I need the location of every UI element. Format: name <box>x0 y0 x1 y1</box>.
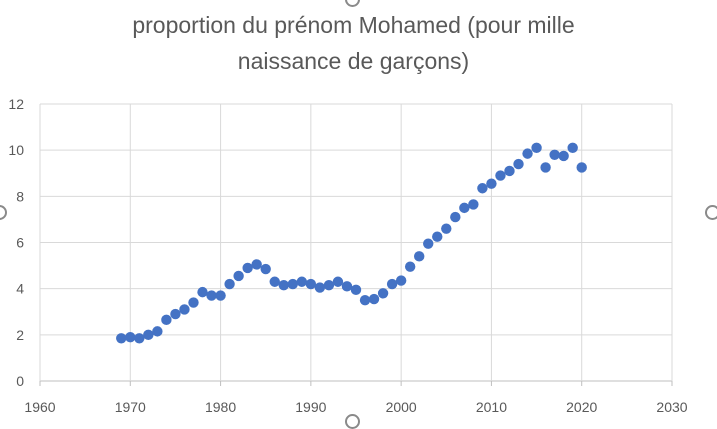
x-tick-label-2010: 2010 <box>476 399 507 415</box>
data-point-2009 <box>477 183 488 194</box>
data-point-1975 <box>170 308 181 320</box>
x-tick-label-2020: 2020 <box>566 399 597 415</box>
data-point-1995 <box>350 284 362 296</box>
data-point-1978 <box>197 286 208 298</box>
data-point-1983 <box>242 262 253 274</box>
y-tick-label-10: 10 <box>8 142 24 158</box>
data-point-1984 <box>251 259 262 270</box>
y-tick-label-12: 12 <box>8 96 24 112</box>
data-point-2013 <box>513 158 524 170</box>
data-point-1996 <box>359 295 371 306</box>
resize-handle-right[interactable] <box>705 205 717 220</box>
data-point-1993 <box>332 276 344 287</box>
chart-title-line-1: proportion du prénom Mohamed (pour mille <box>132 12 575 38</box>
data-point-1972 <box>143 329 154 341</box>
data-point-1982 <box>233 270 244 282</box>
x-tick-label-2000: 2000 <box>386 399 417 415</box>
data-point-2006 <box>450 211 461 223</box>
data-point-1974 <box>161 314 172 326</box>
data-point-1970 <box>125 331 136 343</box>
data-point-1979 <box>206 290 217 301</box>
x-tick-label-2030: 2030 <box>656 399 687 415</box>
data-point-2015 <box>531 142 542 154</box>
data-point-2008 <box>468 199 479 210</box>
data-point-2004 <box>432 231 443 242</box>
data-point-2005 <box>441 223 452 234</box>
data-point-1998 <box>377 288 389 299</box>
y-tick-label-6: 6 <box>16 235 24 251</box>
data-point-2011 <box>495 170 506 181</box>
data-point-2001 <box>404 261 416 272</box>
data-point-2000 <box>395 275 407 286</box>
x-tick-label-1960: 1960 <box>24 399 55 415</box>
data-point-1976 <box>179 304 190 315</box>
data-point-1988 <box>287 278 298 290</box>
data-point-2019 <box>567 142 578 154</box>
data-point-1973 <box>152 326 163 337</box>
x-tick-label-1980: 1980 <box>205 399 236 415</box>
y-tick-label-8: 8 <box>16 188 24 204</box>
data-point-1997 <box>368 293 380 305</box>
y-tick-label-0: 0 <box>16 373 24 389</box>
data-point-1981 <box>224 278 235 290</box>
y-axis-tick-labels: 0 2 4 6 8 10 12 <box>8 96 24 389</box>
data-point-1971 <box>134 333 145 344</box>
chart-title-line-2: naissance de garçons) <box>237 48 470 74</box>
data-point-1985 <box>260 263 271 275</box>
data-point-1991 <box>314 282 326 293</box>
data-point-2012 <box>504 165 515 177</box>
data-point-2017 <box>549 149 560 160</box>
data-points <box>116 142 587 344</box>
data-point-1969 <box>116 333 127 344</box>
data-point-2016 <box>540 162 551 173</box>
x-tick-label-1990: 1990 <box>295 399 326 415</box>
gridlines <box>39 103 673 386</box>
data-point-1999 <box>386 278 398 290</box>
data-point-2003 <box>423 238 434 249</box>
data-point-1977 <box>188 297 199 308</box>
data-point-1992 <box>323 280 335 291</box>
x-tick-label-1970: 1970 <box>115 399 146 415</box>
y-tick-label-2: 2 <box>16 327 24 343</box>
data-point-2018 <box>558 150 569 162</box>
data-point-1994 <box>341 281 353 292</box>
data-point-1980 <box>215 290 226 301</box>
resize-handle-bottom[interactable] <box>345 414 360 429</box>
data-point-2007 <box>459 202 470 214</box>
y-tick-label-4: 4 <box>16 281 24 297</box>
data-point-1986 <box>269 276 280 287</box>
data-point-1990 <box>305 278 317 290</box>
x-axis-tick-labels: 1960 1970 1980 1990 2000 2010 2020 2030 <box>24 399 687 415</box>
data-point-2020 <box>576 162 587 173</box>
data-point-1989 <box>296 276 308 287</box>
data-point-2002 <box>414 251 425 262</box>
data-point-2014 <box>522 148 533 159</box>
data-point-2010 <box>486 178 497 189</box>
data-point-1987 <box>278 280 289 291</box>
